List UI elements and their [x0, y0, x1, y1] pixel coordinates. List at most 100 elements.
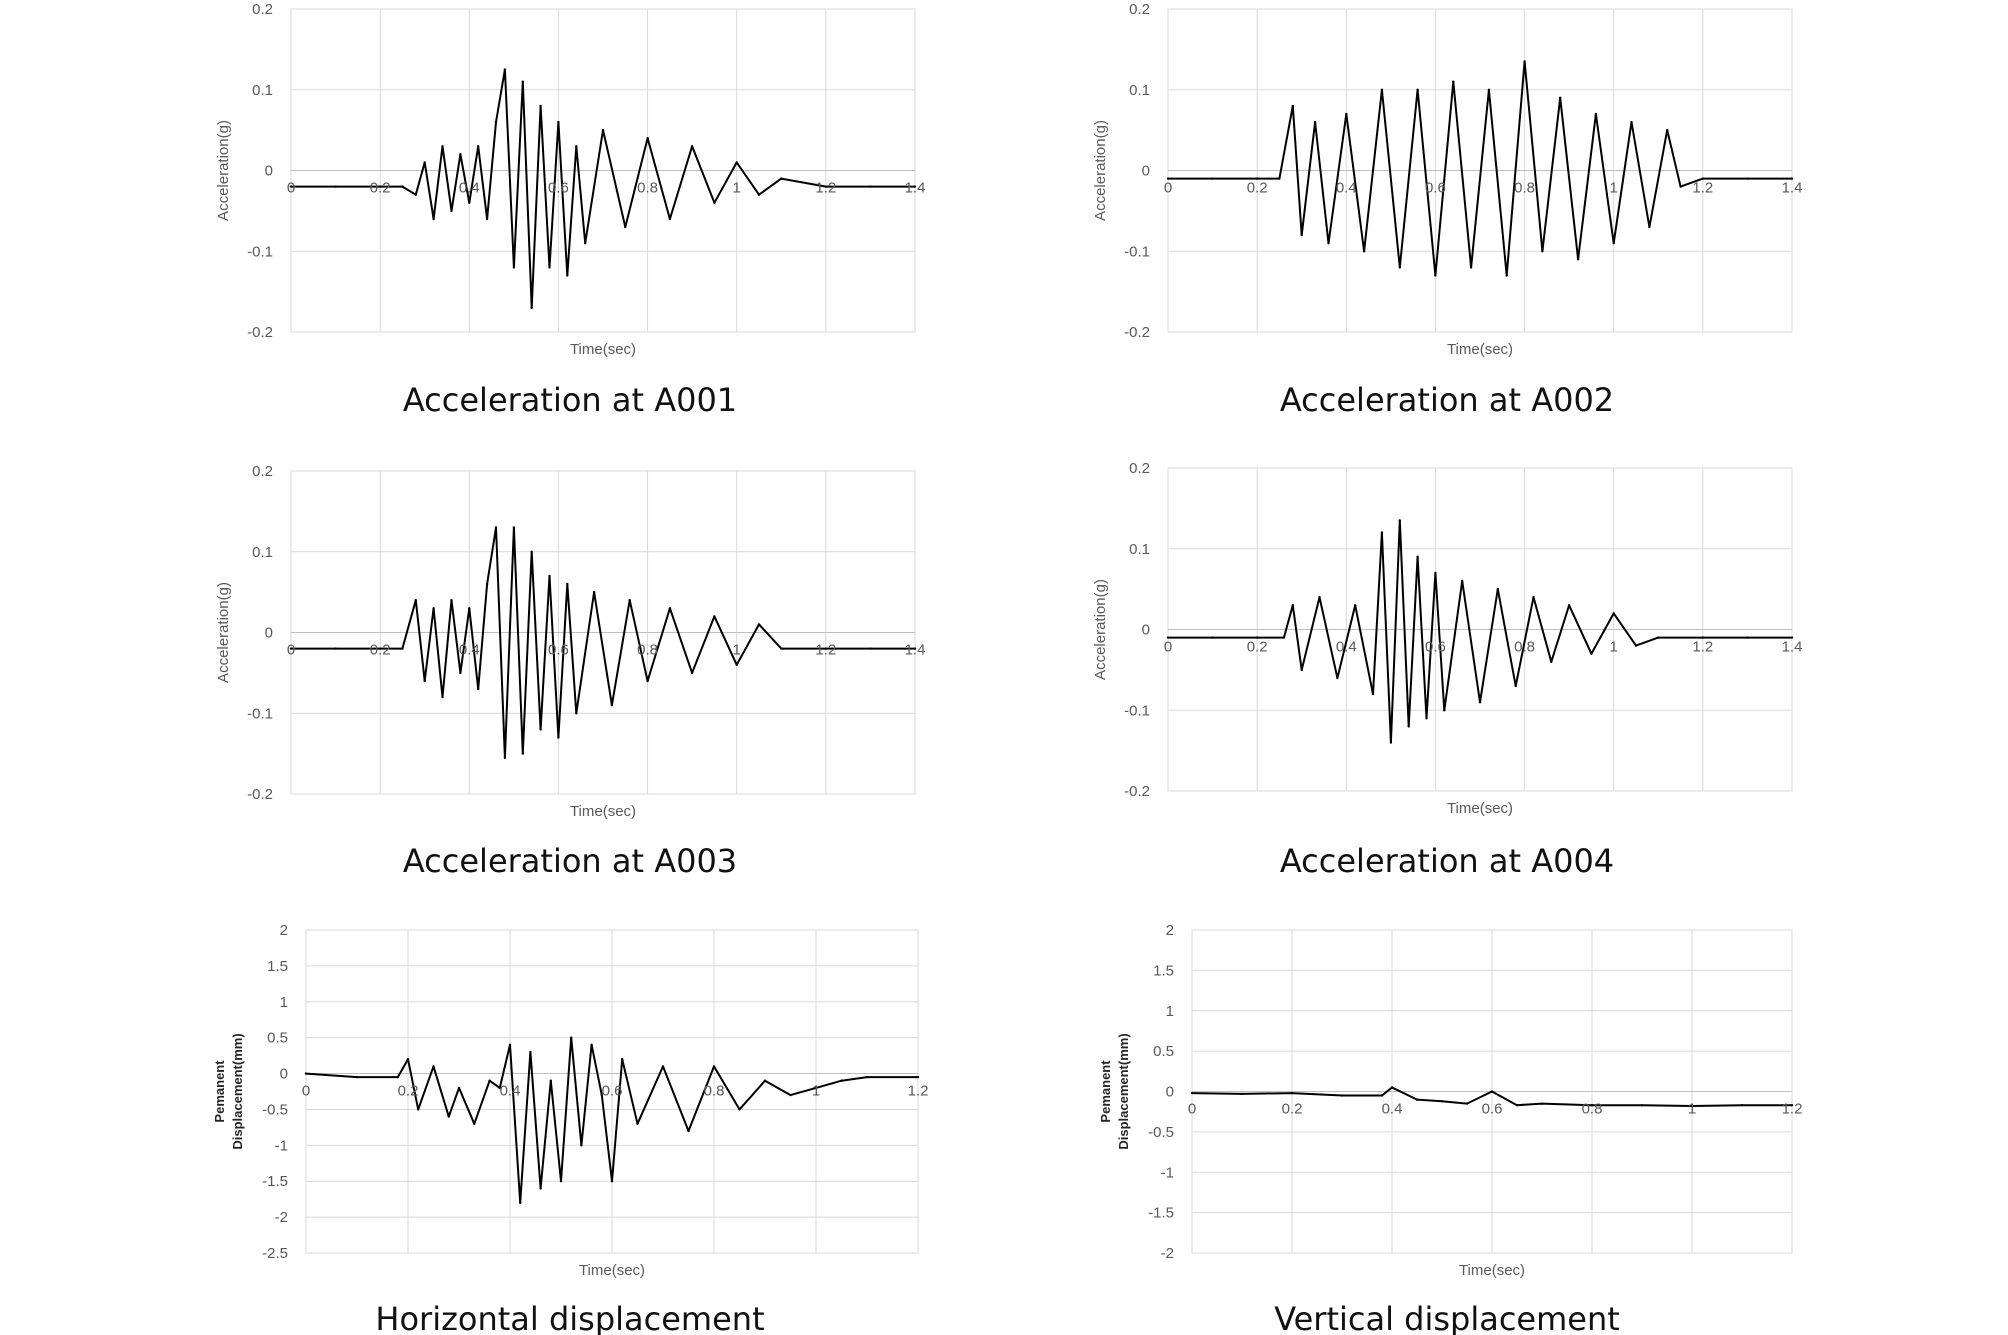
x-tick-label: 0.6 [1425, 639, 1446, 656]
data-point [1340, 1094, 1344, 1097]
chart-horizontal-displacement: -2.5 -2 -1.5 -1 -0.5 0 0.5 1 1.5 2 0 0.2 0.4 0.6 0.8 1 1… [212, 922, 928, 1335]
data-point [1540, 1102, 1544, 1105]
data-point [432, 607, 435, 610]
data-point [396, 1075, 399, 1079]
x-tick-label: 1 [1688, 1101, 1696, 1118]
data-point [1790, 1104, 1794, 1107]
y-tick-label: 0.2 [1129, 460, 1150, 477]
data-point [1291, 104, 1295, 108]
chart-acceleration-a004: -0.2 -0.1 0 0.1 0.2 0 0.2 0.4 0.6 0.8 1 1.2 1.4 Time(… [1092, 460, 1802, 880]
data-point [1790, 177, 1794, 180]
chart-caption: Vertical displacement [1274, 1300, 1620, 1335]
x-tick-label: 1.2 [1692, 639, 1713, 656]
y-tick-label: 1 [280, 994, 288, 1011]
data-point [913, 647, 917, 650]
data-point [580, 1144, 583, 1147]
data-point [1590, 652, 1593, 655]
data-point [1240, 1092, 1244, 1096]
data-point [1211, 177, 1214, 180]
data-point [488, 1079, 491, 1082]
data-point [1416, 555, 1419, 558]
chart-caption: Acceleration at A003 [403, 842, 737, 880]
data-point [1478, 701, 1482, 704]
data-point [1398, 266, 1402, 269]
x-tick-label: 0.2 [370, 180, 391, 197]
data-point [610, 704, 614, 707]
y-tick-label: 0 [1142, 622, 1150, 639]
data-point [1490, 1090, 1494, 1093]
data-point [1291, 604, 1295, 607]
x-axis-title: Time(sec) [570, 803, 636, 820]
x-tick-label: 0.8 [637, 180, 658, 197]
data-point [636, 1122, 639, 1126]
data-point [477, 687, 480, 691]
data-point [289, 647, 293, 650]
y-tick-label: -0.1 [247, 705, 273, 722]
data-point [668, 607, 672, 610]
data-point [548, 574, 551, 578]
data-point [378, 185, 382, 188]
data-point [780, 177, 783, 180]
data-point [1590, 1104, 1594, 1107]
data-point [530, 306, 533, 309]
data-point [450, 209, 453, 213]
data-point [1390, 1086, 1394, 1089]
data-point [1255, 177, 1259, 180]
y-axis-title-line: Displacement(mm) [230, 1033, 245, 1149]
data-point [1354, 604, 1357, 607]
series-trace [305, 1036, 918, 1204]
series-trace [291, 526, 915, 759]
data-point [417, 1108, 420, 1111]
y-tick-label: 0 [265, 163, 273, 180]
data-point [521, 80, 524, 83]
chart-caption: Horizontal displacement [375, 1300, 764, 1335]
x-tick-label: 0 [1188, 1101, 1196, 1118]
y-tick-label: -0.2 [247, 786, 273, 803]
y-tick-label: -1.5 [1148, 1205, 1174, 1222]
data-point [494, 526, 498, 529]
x-tick-label: 1 [1610, 180, 1618, 197]
data-point [610, 1180, 614, 1183]
data-point [432, 1065, 435, 1068]
data-point [1746, 177, 1749, 180]
x-tick-label: 0.6 [602, 1083, 623, 1100]
data-point [1255, 636, 1259, 639]
x-tick-label: 0.4 [500, 1083, 521, 1100]
data-point [1389, 741, 1393, 744]
data-point [1443, 709, 1446, 712]
data-point [1648, 225, 1651, 229]
data-point [457, 1086, 461, 1090]
x-tick-label: 0.6 [548, 180, 569, 197]
y-tick-label: 1 [1166, 1003, 1174, 1020]
data-point [1634, 644, 1638, 647]
x-tick-label: 1.2 [1782, 1101, 1803, 1118]
x-axis-title: Time(sec) [1459, 1262, 1525, 1279]
data-point [1300, 233, 1303, 237]
data-point [1740, 1104, 1744, 1107]
data-point [549, 1079, 552, 1082]
data-point [539, 728, 542, 731]
y-tick-label: -0.2 [1124, 324, 1150, 341]
data-point [713, 201, 716, 204]
data-point [1278, 177, 1281, 180]
x-tick-label: 1 [1610, 639, 1618, 656]
data-point [1532, 596, 1535, 599]
data-point [913, 185, 917, 188]
y-tick-label: 0.5 [267, 1030, 288, 1047]
x-tick-label: 0 [287, 642, 295, 659]
data-point [485, 582, 489, 586]
x-tick-label: 1.2 [908, 1083, 929, 1100]
y-axis-title: Acceleration(g) [215, 120, 232, 221]
data-point [406, 1058, 410, 1061]
chart-acceleration-a001: -0.2 -0.1 0 0.1 0.2 0 0.2 0.4 0.6 0.8 1 1.2 1.4 Time(… [215, 1, 925, 419]
data-point [621, 1058, 624, 1061]
x-tick-label: 0.8 [1514, 180, 1535, 197]
data-point [1371, 692, 1375, 696]
chart-acceleration-a002: -0.2 -0.1 0 0.1 0.2 0 0.2 0.4 0.6 0.8 1 1.2 1.4 Time(… [1092, 1, 1802, 419]
y-tick-label: 2 [280, 922, 288, 939]
data-point [557, 736, 560, 739]
data-point [687, 1129, 690, 1133]
data-point [628, 599, 631, 602]
series-trace [291, 68, 915, 309]
data-point [570, 1036, 573, 1039]
